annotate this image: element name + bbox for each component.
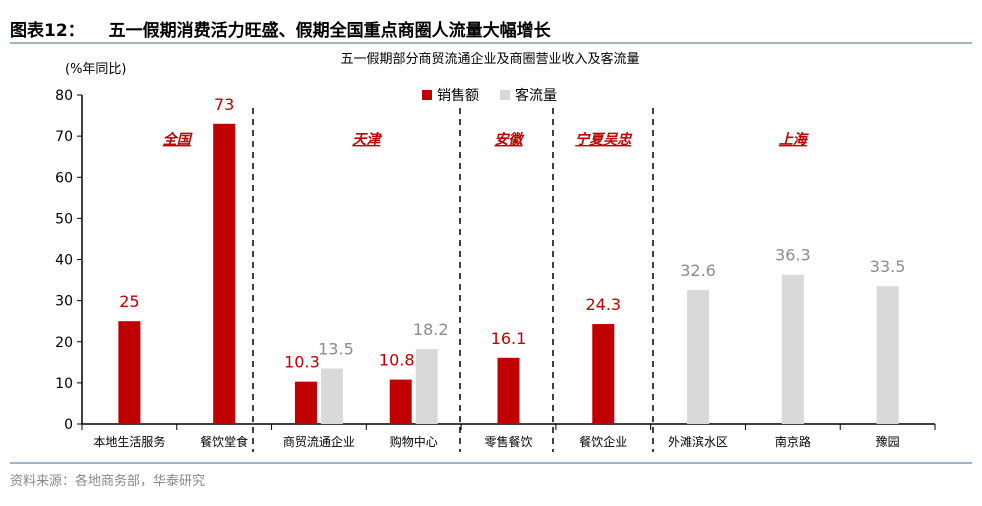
y-tick-label: 10 [55,376,73,392]
data-label: 73 [214,95,234,114]
legend-swatch-sales [422,90,432,100]
x-tick-label: 豫园 [876,435,900,449]
x-tick-label: 零售餐饮 [484,434,532,449]
region-label: 安徽 [495,131,526,148]
source-note: 资料来源：各地商务部，华泰研究 [10,474,206,489]
region-label: 上海 [779,131,810,148]
figure-header: 图表12： 五一假期消费活力旺盛、假期全国重点商圈人流量大幅增长 [10,16,551,41]
figure-number: 图表12： [10,21,85,41]
legend-swatch-traffic [500,90,510,100]
data-label: 10.8 [379,351,415,370]
data-label: 16.1 [491,329,527,348]
x-tick-label: 商贸流通企业 [283,434,355,449]
region-label: 宁夏吴忠 [575,131,633,148]
data-label: 25 [119,292,139,311]
x-tick-label: 外滩滨水区 [668,434,728,449]
x-tick-label: 餐饮企业 [579,434,627,449]
bar-traffic [687,289,710,424]
bar-sales [592,324,615,424]
data-label: 33.5 [870,257,906,276]
bottom-divider [10,462,972,464]
y-tick-label: 70 [55,129,73,145]
y-tick-label: 80 [55,88,73,104]
data-label: 32.6 [680,261,716,280]
bar-chart: 五一假期部分商贸流通企业及商圈营业收入及客流量 (%年同比) 0 10 20 30 40 50… [55,51,936,452]
bar-traffic [415,349,438,424]
y-tick-label: 30 [55,294,73,310]
y-tick-label: 60 [55,170,73,186]
bar-traffic [876,286,899,424]
y-tick-label: 0 [64,417,73,433]
bar-sales [497,357,520,424]
data-label: 10.3 [284,353,320,372]
region-label: 天津 [352,131,382,148]
x-tick-label: 购物中心 [390,434,438,449]
chart-title: 五一假期部分商贸流通企业及商圈营业收入及客流量 [340,51,639,67]
data-label: 36.3 [775,246,811,265]
x-tick-label: 南京路 [775,434,811,449]
bar-sales [213,123,236,424]
y-tick-label: 20 [55,335,73,351]
region-label: 全国 [163,131,193,148]
y-tick-label: 50 [55,211,73,227]
bar-traffic [781,274,804,424]
data-label: 13.5 [318,339,354,358]
data-label: 24.3 [585,295,621,314]
legend-label-sales: 销售额 [437,88,479,104]
y-axis-label: (%年同比) [65,62,127,77]
bar-traffic [320,368,343,424]
y-tick-label: 40 [55,253,73,269]
bar-sales [118,321,141,424]
x-tick-label: 本地生活服务 [93,434,165,449]
bar-sales [294,381,317,424]
data-label: 18.2 [413,320,449,339]
x-tick-label: 餐饮堂食 [200,434,248,449]
top-divider [10,42,972,44]
bar-sales [389,379,412,424]
legend-label-traffic: 客流量 [515,87,557,104]
figure-title: 五一假期消费活力旺盛、假期全国重点商圈人流量大幅增长 [108,21,551,41]
